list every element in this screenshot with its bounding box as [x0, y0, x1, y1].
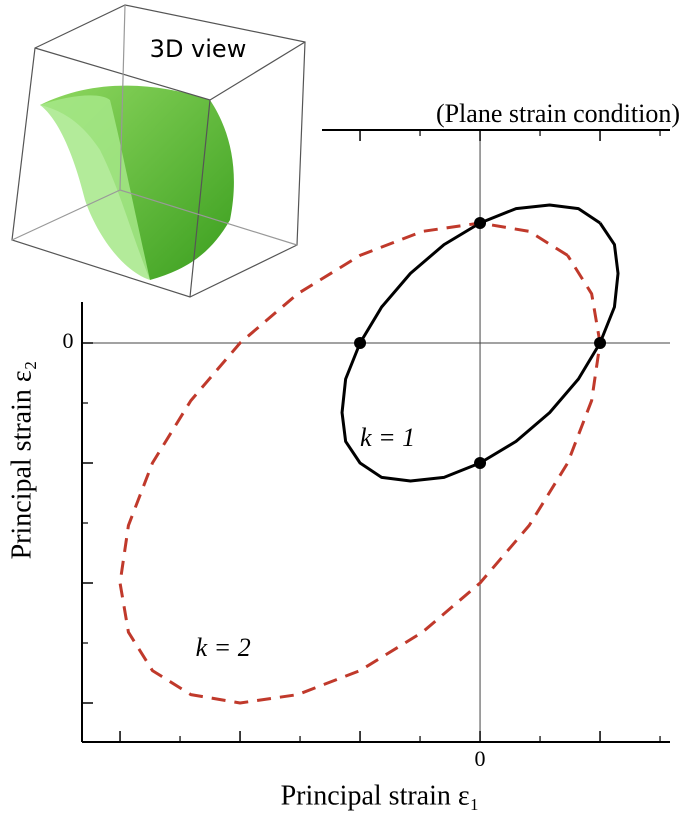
y-tick-label: 0: [63, 328, 74, 353]
curve: [118, 221, 602, 705]
plot-area: 0 0 k = 1 k = 2 (Plane strain condition) Prin…: [6, 99, 680, 811]
inset-title: 3D view: [150, 35, 247, 63]
x-axis-label: Principal strain ε₁: [281, 780, 480, 811]
point: [594, 337, 607, 349]
point: [474, 457, 487, 469]
point: [474, 217, 487, 229]
y-axis-label: Principal strain ε₂: [6, 361, 37, 560]
point: [354, 337, 367, 349]
chart-title: (Plane strain condition): [436, 99, 680, 128]
x-tick-label: 0: [475, 746, 486, 771]
surface-front: [40, 95, 150, 280]
annotation: k = 2: [196, 633, 251, 662]
annotation: k = 1: [360, 423, 415, 452]
cube: [11, 4, 306, 298]
inset-3d-view: 3D view: [11, 4, 306, 298]
